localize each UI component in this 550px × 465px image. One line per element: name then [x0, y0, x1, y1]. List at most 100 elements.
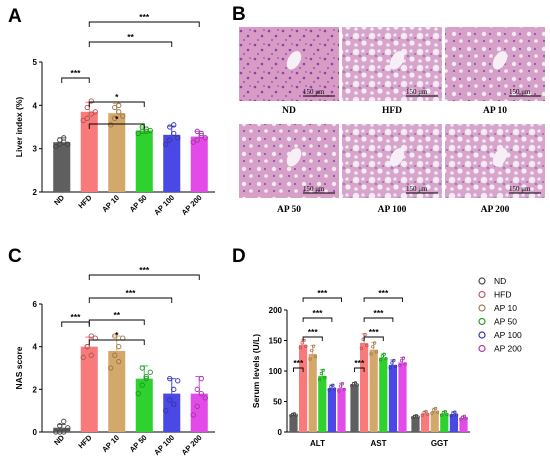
data-point	[80, 117, 86, 124]
bar	[449, 414, 458, 432]
significance-label: *	[115, 92, 119, 102]
bar	[289, 414, 298, 432]
data-point	[171, 130, 177, 137]
data-point	[300, 341, 304, 345]
data-point	[135, 130, 141, 137]
data-point	[338, 384, 343, 388]
data-point	[190, 412, 196, 418]
significance-bracket	[88, 123, 145, 129]
x-tick-label: ND	[52, 433, 66, 447]
bar	[411, 416, 420, 432]
significance-bracket	[88, 297, 173, 303]
legend-marker	[478, 344, 486, 353]
data-point	[198, 133, 204, 139]
data-point	[147, 369, 153, 375]
y-tick-label: 3	[33, 145, 38, 154]
x-tick-label: AP 100	[152, 433, 176, 457]
bar	[318, 375, 327, 432]
scale-bar-label: 150 μm	[303, 88, 325, 96]
histology-label: AP 10	[483, 106, 507, 116]
bar	[388, 364, 397, 432]
bar	[421, 413, 430, 432]
significance-bracket	[293, 367, 304, 372]
significance-bracket	[88, 21, 200, 27]
legend-label: HFD	[494, 290, 511, 300]
data-point	[143, 376, 149, 382]
data-point	[399, 358, 404, 363]
panel-label-a: A	[8, 6, 22, 27]
data-point	[198, 130, 204, 137]
central-vein	[389, 148, 405, 167]
data-point	[139, 382, 145, 388]
bar	[80, 111, 98, 192]
significance-label: ***	[374, 308, 385, 318]
data-point	[290, 412, 295, 417]
significance-bracket	[88, 319, 145, 325]
significance-label: ***	[71, 312, 82, 322]
data-point	[372, 341, 377, 345]
significance-label: ***	[126, 288, 137, 298]
data-point	[143, 373, 149, 380]
data-point	[369, 352, 373, 356]
x-tick-label: ALT	[310, 439, 325, 448]
data-point	[311, 344, 316, 348]
significance-label: **	[113, 310, 120, 320]
y-tick-label: 0	[33, 428, 38, 437]
histology-label: AP 50	[277, 205, 301, 215]
data-point	[459, 417, 463, 421]
data-point	[116, 102, 122, 108]
x-tick-label: AP 200	[180, 433, 204, 457]
bar	[350, 384, 359, 432]
data-point	[416, 415, 420, 419]
data-point	[116, 358, 122, 365]
significance-label: **	[127, 32, 134, 42]
y-tick-label: 150	[269, 337, 283, 346]
significance-bracket	[88, 101, 145, 107]
data-point	[342, 387, 346, 392]
bar	[440, 413, 449, 432]
data-point	[108, 122, 114, 128]
significance-bracket	[354, 367, 365, 372]
data-point	[430, 411, 434, 415]
data-point	[120, 113, 126, 119]
data-point	[439, 413, 444, 417]
data-point	[194, 128, 200, 134]
significance-bracket	[363, 297, 403, 302]
x-tick-label: AP 10	[100, 433, 121, 454]
data-point	[310, 348, 314, 353]
data-point	[340, 382, 345, 386]
data-point	[380, 354, 385, 358]
legend-label: AP 200	[494, 344, 522, 354]
x-tick-label: AP 100	[152, 193, 176, 217]
legend-marker	[478, 290, 486, 299]
bar	[459, 417, 468, 432]
y-tick-label: 200	[269, 306, 283, 315]
data-point	[116, 109, 122, 115]
data-point	[88, 352, 94, 358]
data-point	[65, 141, 71, 147]
bar	[327, 388, 336, 432]
data-point	[412, 414, 417, 418]
panel-label-c: C	[8, 246, 22, 267]
significance-bracket	[363, 317, 394, 322]
y-tick-label: 100	[269, 367, 283, 376]
significance-label: ***	[378, 288, 389, 298]
data-point	[403, 362, 407, 366]
data-point	[420, 413, 425, 417]
data-point	[435, 410, 440, 414]
data-point	[433, 406, 438, 411]
bar	[379, 357, 388, 432]
data-point	[167, 124, 173, 130]
central-vein	[492, 148, 508, 167]
data-point	[202, 395, 208, 401]
data-point	[317, 377, 322, 382]
data-point	[167, 376, 173, 382]
data-point	[331, 383, 335, 387]
legend-label: AP 10	[494, 303, 517, 313]
legend-label: AP 50	[494, 317, 517, 327]
y-tick-label: 2	[33, 188, 38, 197]
significance-label: ***	[369, 327, 380, 337]
data-point	[392, 358, 396, 363]
data-point	[426, 412, 430, 417]
bar	[80, 346, 98, 432]
